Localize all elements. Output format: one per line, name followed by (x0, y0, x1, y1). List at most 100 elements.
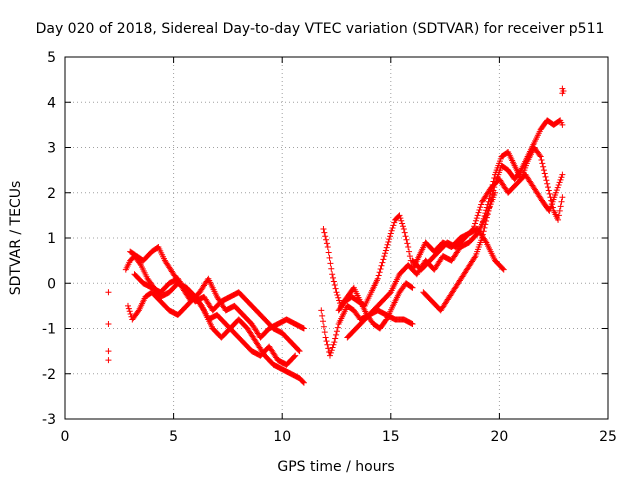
data-point (291, 353, 298, 360)
data-point (487, 188, 494, 195)
data-point (549, 204, 556, 211)
data-point (336, 297, 343, 304)
data-point (473, 215, 480, 222)
data-point (478, 201, 485, 208)
y-tick-label: 0 (47, 276, 56, 292)
x-tick-label: 10 (273, 429, 291, 445)
data-point (548, 197, 555, 204)
data-point (541, 170, 548, 177)
data-point (558, 174, 565, 181)
data-point (560, 87, 567, 94)
series-sat-l (479, 144, 566, 228)
y-tick-label: -1 (42, 322, 56, 338)
data-point (484, 201, 491, 208)
data-point (333, 289, 340, 296)
data-point (537, 153, 544, 160)
data-point (483, 207, 490, 214)
data-point (557, 176, 564, 183)
data-point (377, 266, 384, 273)
data-point (469, 226, 476, 233)
data-point (490, 178, 497, 185)
data-point (479, 231, 486, 238)
y-tick-label: -2 (42, 367, 56, 383)
data-point (386, 233, 393, 240)
data-point (409, 284, 416, 291)
data-point (409, 320, 416, 327)
data-point (479, 221, 486, 228)
data-point (382, 247, 389, 254)
data-point (404, 240, 411, 247)
data-point (326, 254, 333, 261)
data-point (491, 175, 498, 182)
data-point (300, 378, 307, 385)
data-point (486, 195, 493, 202)
data-point (489, 181, 496, 188)
data-point (485, 198, 492, 205)
series-sat-g (320, 225, 416, 332)
data-point (382, 317, 389, 324)
data-point (300, 325, 307, 332)
data-point (557, 203, 564, 210)
data-point (470, 225, 477, 232)
data-point (400, 225, 407, 232)
data-point (376, 269, 383, 276)
data-point (381, 253, 388, 260)
data-point (396, 212, 403, 219)
y-tick-label: 5 (47, 50, 56, 66)
data-point (105, 289, 112, 296)
data-point (322, 233, 329, 240)
data-point (329, 271, 336, 278)
data-point (555, 181, 562, 188)
data-point (408, 284, 415, 291)
data-point (105, 357, 112, 364)
x-tick-label: 15 (382, 429, 400, 445)
data-point (545, 187, 552, 194)
data-point (402, 233, 409, 240)
series-sat-e (131, 271, 303, 355)
data-point (477, 204, 484, 211)
data-point (472, 220, 479, 227)
y-tick-label: 3 (47, 141, 56, 157)
data-point (319, 312, 326, 319)
data-point (549, 201, 556, 208)
data-point (487, 192, 494, 199)
data-point (323, 338, 330, 345)
data-point (536, 152, 543, 159)
data-point (105, 320, 112, 327)
data-point (397, 215, 404, 222)
y-tick-label: 1 (47, 231, 56, 247)
data-point (322, 334, 329, 341)
data-point (480, 228, 487, 235)
data-point (387, 230, 394, 237)
data-point (488, 185, 495, 192)
data-point (379, 259, 386, 266)
data-point (479, 218, 486, 225)
axis-ticks: 0 5 10 15 20 25 -3 -2 -1 0 1 2 3 4 5 (42, 50, 617, 445)
data-point (384, 241, 391, 248)
data-point (320, 225, 327, 232)
data-point (403, 236, 410, 243)
data-point (324, 341, 331, 348)
data-point (405, 244, 412, 251)
data-point (481, 224, 488, 231)
data-point (327, 349, 334, 356)
grid (65, 57, 608, 419)
data-point (556, 179, 563, 186)
data-point (328, 347, 335, 354)
data-point (544, 184, 551, 191)
data-point (332, 285, 339, 292)
data-point (321, 229, 328, 236)
data-point (374, 275, 381, 282)
data-point (558, 198, 565, 205)
data-point (332, 335, 339, 342)
data-point (390, 222, 397, 229)
data-point (335, 294, 342, 301)
series-sat-d (124, 289, 299, 368)
data-point (554, 184, 561, 191)
data-point (555, 216, 562, 223)
data-point (474, 212, 481, 219)
data-point (325, 345, 332, 352)
data-point (500, 266, 507, 273)
data-point (553, 187, 560, 194)
